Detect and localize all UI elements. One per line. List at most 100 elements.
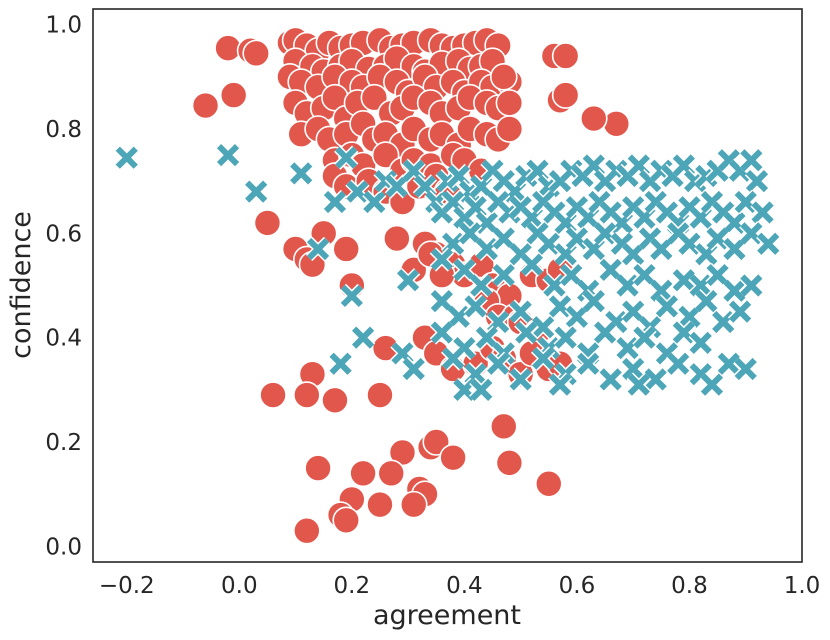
cross-point [530, 346, 556, 371]
cross-point [474, 325, 500, 350]
cross-point [615, 335, 640, 361]
circle-point [495, 89, 524, 117]
circle-point [495, 449, 524, 477]
cross-point [559, 262, 584, 288]
circle-point [360, 83, 389, 112]
circle-point [259, 381, 287, 409]
cross-point [485, 351, 511, 376]
cross-point [621, 356, 646, 382]
cross-point [469, 377, 494, 403]
cross-point [215, 142, 241, 168]
cross-point [440, 346, 466, 371]
x-tick-label: 0.6 [559, 573, 596, 599]
cross-point [345, 179, 370, 204]
cross-point [699, 372, 725, 397]
circle-point [332, 506, 361, 535]
cross-point [334, 145, 359, 170]
y-tick-label: 1.0 [45, 13, 82, 39]
cross-point [244, 179, 269, 204]
cross-point [457, 221, 483, 246]
cross-point [688, 273, 713, 298]
cross-point [621, 299, 646, 324]
circle-point [399, 490, 428, 519]
cross-point [519, 252, 545, 277]
cross-point [553, 325, 578, 350]
y-tick-label: 0.4 [45, 326, 82, 352]
cross-point [733, 356, 758, 382]
cross-point [598, 367, 623, 392]
circle-point [551, 81, 580, 109]
circle-point [495, 115, 524, 143]
cross-point [305, 236, 331, 262]
cross-point [114, 145, 139, 170]
cross-point [474, 210, 500, 236]
y-axis-ticks: 0.0 0.2 0.4 0.6 0.8 1.0 [45, 13, 82, 561]
cross-point [469, 273, 494, 298]
cross-point [716, 351, 742, 376]
circle-point [366, 381, 394, 409]
cross-point [362, 189, 387, 215]
x-tick-label: 1.0 [784, 573, 821, 599]
cross-point [671, 320, 697, 345]
x-axis-label: agreement [373, 600, 521, 631]
cross-point [688, 330, 713, 356]
cross-point [530, 315, 556, 340]
circle-point [580, 104, 608, 133]
cross-point [705, 262, 730, 288]
cross-point [592, 320, 618, 345]
circle-point [293, 516, 321, 545]
circle-point [321, 386, 349, 415]
cross-point [711, 309, 736, 335]
cross-point [564, 226, 590, 251]
cross-point [654, 294, 680, 319]
data-marks [114, 26, 781, 545]
cross-point [626, 372, 651, 397]
cross-point [722, 210, 747, 236]
y-tick-label: 0.2 [45, 430, 82, 456]
plot-frame [92, 8, 803, 563]
cross-point [632, 262, 657, 288]
cross-point [598, 257, 623, 283]
cross-point [339, 283, 365, 309]
circle-point [489, 412, 518, 441]
circle-point [219, 81, 248, 109]
circle-point [366, 490, 394, 519]
cross-point [722, 278, 747, 303]
cross-point [756, 231, 781, 256]
circle-point [332, 235, 361, 263]
cross-point [750, 200, 775, 225]
cross-point [575, 351, 601, 376]
cross-point [615, 273, 640, 298]
x-tick-label: 0.8 [671, 573, 708, 599]
cross-point [694, 288, 719, 314]
cross-point [395, 268, 421, 293]
cross-point [739, 273, 764, 298]
cross-point [592, 221, 618, 246]
cross-point [508, 367, 533, 392]
cross-point [547, 294, 573, 319]
y-tick-label: 0.8 [45, 117, 82, 143]
cross-point [632, 325, 657, 350]
circle-point [304, 454, 332, 482]
cross-point [581, 288, 606, 314]
cross-point [429, 247, 455, 272]
cross-point [401, 356, 426, 382]
cross-point [508, 299, 533, 324]
cross-point [491, 226, 516, 251]
circle-point [422, 428, 451, 456]
cross-point [643, 189, 668, 215]
x-axis-ticks: −0.2 0.0 0.2 0.4 0.6 0.8 1.0 [99, 573, 820, 599]
cross-point [446, 304, 471, 329]
y-tick-label: 0.0 [45, 534, 82, 560]
cross-point [666, 351, 691, 376]
circle-point [489, 63, 518, 91]
circle-point [293, 381, 321, 409]
cross-point [491, 262, 516, 288]
circle-point [534, 469, 563, 498]
x-tick-label: 0.2 [334, 573, 371, 599]
circle-point [551, 42, 580, 70]
cross-point [328, 351, 353, 376]
cross-point [452, 257, 477, 283]
cross-point [463, 294, 488, 319]
